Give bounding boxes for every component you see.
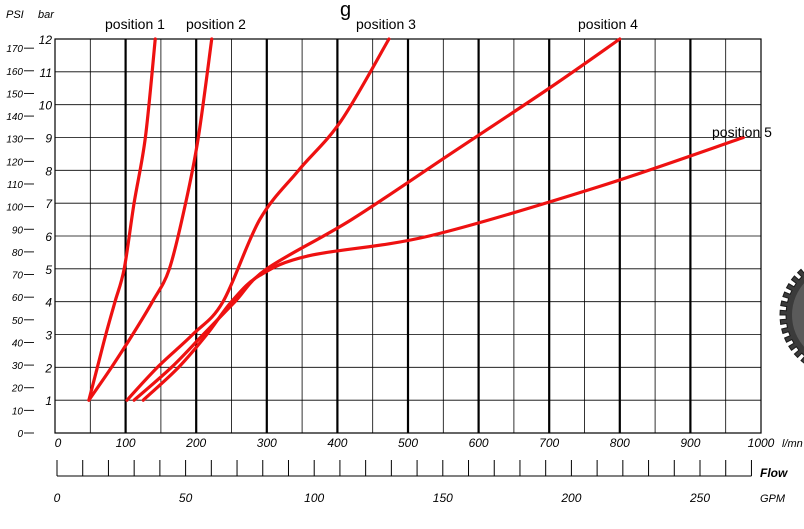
x-tick-label: 500 [398,436,418,450]
psi-tick-label: 160 [6,67,23,78]
series-labels: position 1 position 2 position 3 position 4… [105,16,772,140]
psi-tick-label: 170 [6,44,23,55]
gpm-tick-label: 250 [689,491,710,505]
psi-tick-label: 40 [12,338,24,349]
flow-label: Flow [760,466,788,480]
psi-tick-label: 10 [12,406,24,417]
psi-tick-label: 20 [11,384,24,395]
gpm-tick-label: 50 [179,491,193,505]
x-tick-label: 200 [185,436,206,450]
bar-axis-unit: bar [38,9,55,21]
x-axis-unit: l/mn [782,438,803,450]
bar-tick-label: 1 [45,394,52,408]
gpm-tick-label: 200 [560,491,581,505]
bar-tick-label: 8 [45,164,52,178]
x-tick-label: 300 [257,436,277,450]
psi-tick-label: 90 [12,225,24,236]
series-line-5 [141,135,745,402]
title-fragment: g [340,0,351,21]
grid [54,38,762,434]
bar-tick-label: 12 [39,33,53,47]
x-tick-label: 1000 [748,436,775,450]
bar-tick-label: 2 [44,361,52,375]
gear-hub [792,283,804,347]
series-line-3 [125,37,391,402]
bar-tick-label: 10 [39,99,53,113]
x-tick-label: 800 [610,436,630,450]
gpm-axis: 0 50 100 150 200 250 [54,460,752,505]
psi-tick-label: 60 [12,293,24,304]
psi-tick-label: 130 [6,135,23,146]
psi-tick-label: 140 [6,112,23,123]
x-tick-label: 100 [116,436,136,450]
psi-tick-label: 120 [6,157,23,168]
psi-tick-label: 110 [7,180,23,191]
psi-tick-label: 50 [12,316,24,327]
gear-image-fragment [779,266,804,364]
x-tick-label: 700 [539,436,559,450]
psi-tick-label: 100 [6,203,23,214]
gpm-tick-label: 0 [54,491,61,505]
psi-tick-label: 80 [12,248,24,259]
x-tick-label: 0 [55,436,62,450]
series-label-5: position 5 [712,124,772,140]
series-lines [87,37,745,402]
psi-tick-label: 150 [6,89,23,100]
series-label-1: position 1 [105,16,165,32]
bar-tick-label: 5 [45,263,52,277]
series-line-4 [132,37,622,402]
bar-tick-label: 3 [45,329,52,343]
x-axis: 0 100 200 300 400 500 600 700 800 900 1000 [55,436,775,450]
series-line-2 [87,37,214,402]
bar-tick-label: 11 [40,66,52,80]
series-label-2: position 2 [186,16,246,32]
psi-axis-unit: PSI [6,9,24,21]
bar-tick-label: 6 [45,230,52,244]
x-tick-label: 400 [327,436,347,450]
psi-tick-label: 70 [12,271,24,282]
x-tick-label: 900 [680,436,700,450]
gpm-tick-label: 100 [304,491,324,505]
psi-tick-label: 30 [12,361,24,372]
series-label-3: position 3 [356,16,416,32]
bar-tick-label: 4 [45,296,52,310]
psi-axis: 0 10 20 30 40 50 60 70 80 90 100 110 120 130 140 150 160… [6,44,34,440]
gpm-unit: GPM [760,493,786,505]
gpm-tick-label: 150 [433,491,453,505]
x-tick-label: 600 [469,436,489,450]
bar-tick-label: 7 [45,197,53,211]
psi-tick-label: 0 [17,429,23,440]
series-line-1 [87,37,157,402]
series-label-4: position 4 [578,16,638,32]
bar-tick-label: 9 [45,132,52,146]
